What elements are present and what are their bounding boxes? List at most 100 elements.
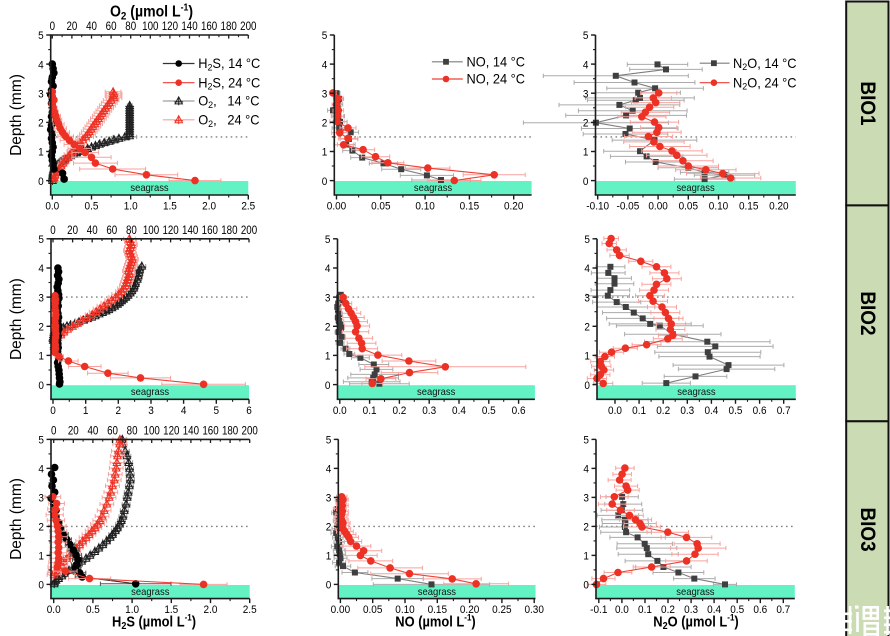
svg-text:3: 3 bbox=[325, 292, 331, 305]
svg-text:-0.10: -0.10 bbox=[586, 200, 609, 213]
svg-text:seagrass: seagrass bbox=[417, 387, 455, 399]
svg-text:N2O, 24 °C: N2O, 24 °C bbox=[733, 75, 797, 92]
svg-text:0: 0 bbox=[326, 579, 332, 592]
svg-text:0.6: 0.6 bbox=[512, 404, 526, 417]
svg-text:3: 3 bbox=[583, 88, 589, 101]
svg-text:1: 1 bbox=[38, 550, 44, 563]
svg-text:0.20: 0.20 bbox=[769, 200, 788, 213]
svg-text:80: 80 bbox=[125, 20, 136, 33]
svg-text:3: 3 bbox=[38, 492, 44, 505]
svg-text:140: 140 bbox=[181, 20, 197, 33]
svg-text:0.1: 0.1 bbox=[632, 404, 646, 417]
svg-text:0.2: 0.2 bbox=[656, 404, 670, 417]
svg-text:0.4: 0.4 bbox=[452, 404, 466, 417]
svg-text:Depth (mm): Depth (mm) bbox=[8, 74, 25, 156]
svg-text:1: 1 bbox=[583, 550, 589, 563]
svg-text:0.3: 0.3 bbox=[422, 404, 436, 417]
svg-text:0.4: 0.4 bbox=[704, 404, 718, 417]
svg-text:0.05: 0.05 bbox=[363, 604, 382, 617]
svg-text:5: 5 bbox=[322, 30, 328, 43]
svg-text:100: 100 bbox=[143, 224, 159, 237]
svg-text:1: 1 bbox=[326, 550, 332, 563]
svg-text:H2S, 24 °C: H2S, 24 °C bbox=[198, 75, 260, 92]
svg-text:0.05: 0.05 bbox=[679, 200, 698, 213]
svg-text:0.10: 0.10 bbox=[415, 200, 434, 213]
svg-text:seagrass: seagrass bbox=[414, 183, 452, 195]
svg-text:O2, 24 °C: O2, 24 °C bbox=[198, 112, 259, 129]
svg-text:3: 3 bbox=[148, 404, 154, 417]
svg-text:0: 0 bbox=[38, 175, 44, 188]
svg-text:200: 200 bbox=[240, 20, 256, 33]
svg-text:2: 2 bbox=[116, 404, 122, 417]
svg-text:80: 80 bbox=[126, 224, 137, 237]
svg-text:1: 1 bbox=[83, 404, 89, 417]
svg-text:NO, 24 °C: NO, 24 °C bbox=[467, 71, 526, 86]
svg-text:seagrass: seagrass bbox=[676, 183, 714, 195]
svg-text:0: 0 bbox=[322, 175, 328, 188]
svg-text:20: 20 bbox=[66, 20, 77, 33]
svg-text:4: 4 bbox=[38, 59, 44, 72]
svg-text:160: 160 bbox=[201, 20, 217, 33]
svg-text:4: 4 bbox=[38, 463, 44, 476]
svg-text:0.15: 0.15 bbox=[428, 604, 447, 617]
svg-text:N2O, 14 °C: N2O, 14 °C bbox=[733, 55, 797, 72]
svg-text:40: 40 bbox=[87, 425, 98, 438]
svg-text:0.7: 0.7 bbox=[777, 404, 791, 417]
svg-text:80: 80 bbox=[127, 425, 138, 438]
svg-text:2: 2 bbox=[325, 321, 331, 334]
svg-text:0.15: 0.15 bbox=[739, 200, 758, 213]
svg-text:BIO1: BIO1 bbox=[856, 81, 879, 125]
svg-text:0: 0 bbox=[50, 224, 55, 237]
svg-text:0: 0 bbox=[38, 579, 44, 592]
svg-text:120: 120 bbox=[162, 224, 178, 237]
svg-text:0.0: 0.0 bbox=[608, 404, 622, 417]
svg-text:2.0: 2.0 bbox=[202, 200, 216, 213]
svg-text:2: 2 bbox=[583, 117, 589, 130]
svg-text:2.5: 2.5 bbox=[241, 200, 255, 213]
svg-text:3: 3 bbox=[322, 88, 328, 101]
svg-text:60: 60 bbox=[106, 20, 117, 33]
svg-text:2: 2 bbox=[38, 521, 44, 534]
svg-text:20: 20 bbox=[67, 224, 78, 237]
svg-text:1.5: 1.5 bbox=[164, 604, 178, 617]
svg-text:0.5: 0.5 bbox=[482, 404, 496, 417]
svg-text:5: 5 bbox=[325, 233, 331, 246]
svg-text:0.20: 0.20 bbox=[460, 604, 479, 617]
svg-text:60: 60 bbox=[106, 224, 117, 237]
svg-text:2: 2 bbox=[322, 117, 328, 130]
svg-text:120: 120 bbox=[162, 20, 178, 33]
svg-text:0.2: 0.2 bbox=[392, 404, 406, 417]
svg-text:1: 1 bbox=[325, 350, 331, 363]
svg-text:0: 0 bbox=[38, 379, 44, 392]
svg-text:160: 160 bbox=[202, 224, 218, 237]
svg-text:0.00: 0.00 bbox=[648, 200, 667, 213]
svg-text:5: 5 bbox=[38, 30, 44, 43]
svg-text:seagrass: seagrass bbox=[130, 183, 168, 195]
svg-text:5: 5 bbox=[584, 233, 590, 246]
svg-text:O2 (µmol L-1): O2 (µmol L-1) bbox=[110, 2, 193, 23]
svg-text:2.0: 2.0 bbox=[204, 604, 218, 617]
svg-text:0.0: 0.0 bbox=[45, 200, 59, 213]
svg-text:5: 5 bbox=[583, 434, 589, 447]
svg-text:0.6: 0.6 bbox=[753, 404, 767, 417]
svg-text:0.5: 0.5 bbox=[85, 200, 99, 213]
svg-text:1.0: 1.0 bbox=[124, 200, 138, 213]
svg-text:2: 2 bbox=[584, 321, 590, 334]
svg-text:4: 4 bbox=[583, 59, 589, 72]
svg-text:1: 1 bbox=[322, 146, 328, 159]
svg-text:140: 140 bbox=[182, 224, 198, 237]
svg-text:180: 180 bbox=[221, 20, 237, 33]
svg-text:2: 2 bbox=[326, 521, 332, 534]
svg-text:6: 6 bbox=[246, 404, 252, 417]
svg-text:Depth (mm): Depth (mm) bbox=[8, 478, 25, 560]
svg-text:NO, 14 °C: NO, 14 °C bbox=[467, 54, 526, 69]
svg-text:-0.05: -0.05 bbox=[617, 200, 640, 213]
svg-text:3: 3 bbox=[38, 88, 44, 101]
svg-text:0.10: 0.10 bbox=[709, 200, 728, 213]
svg-text:200: 200 bbox=[242, 425, 258, 438]
svg-text:2: 2 bbox=[38, 321, 44, 334]
svg-text:0: 0 bbox=[50, 20, 55, 33]
svg-text:0.30: 0.30 bbox=[524, 604, 543, 617]
svg-text:0: 0 bbox=[325, 379, 331, 392]
svg-text:0.5: 0.5 bbox=[86, 604, 100, 617]
